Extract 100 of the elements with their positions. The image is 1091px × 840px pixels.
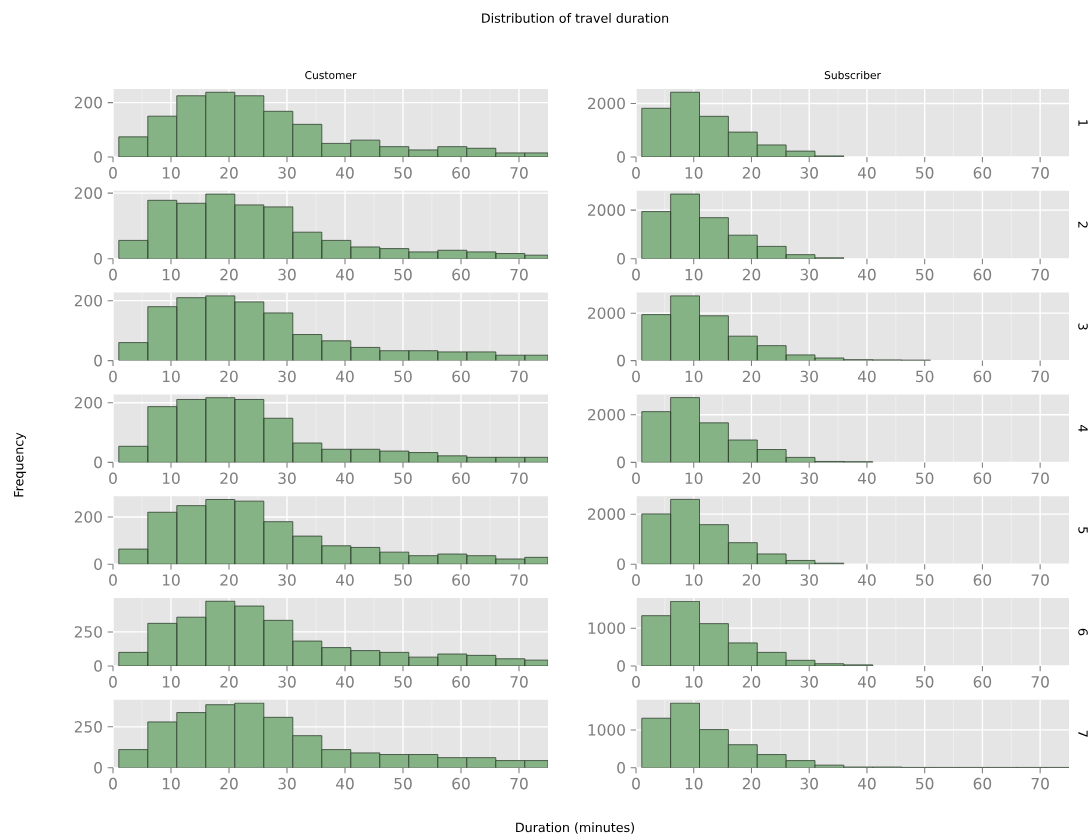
x-tick-label: 20 <box>220 268 238 281</box>
x-tick-label: 60 <box>973 268 992 281</box>
x-tick-label: 0 <box>109 268 117 281</box>
x-tick-label: 40 <box>857 167 876 179</box>
x-tick-label: 20 <box>742 777 761 790</box>
x-tick-label: 10 <box>685 574 703 586</box>
x-tick-label: 50 <box>394 268 412 281</box>
x-tick-label: 50 <box>916 777 934 790</box>
x-tick-label: 30 <box>278 777 296 790</box>
x-tick-label: 20 <box>220 370 238 383</box>
x-tick-label: 60 <box>973 777 992 790</box>
y-tick-label: 250 <box>74 626 102 638</box>
x-axis-title: Duration (minutes) <box>516 822 635 834</box>
x-tick-label: 40 <box>857 574 876 586</box>
x-tick-label: 70 <box>1031 370 1049 383</box>
x-tick-label: 70 <box>1031 777 1049 790</box>
chart-title: Customer <box>305 71 357 80</box>
x-tick-label: 10 <box>162 370 180 383</box>
x-tick-label: 20 <box>742 574 761 586</box>
x-tick-label: 60 <box>973 472 992 485</box>
x-tick-label: 60 <box>452 370 470 383</box>
y2-axis-title: 5 <box>1078 527 1088 534</box>
x-tick-label: 10 <box>162 472 180 485</box>
x-tick-label: 50 <box>916 676 934 688</box>
x-tick-label: 0 <box>109 777 117 790</box>
x-tick-label: 20 <box>220 777 238 790</box>
y2-axis-title: 4 <box>1078 425 1088 432</box>
x-tick-label: 0 <box>632 472 640 485</box>
y-tick-label: 0 <box>617 253 625 265</box>
y-tick-label: 1000 <box>588 622 625 634</box>
x-tick-label: 20 <box>220 676 238 688</box>
x-tick-label: 10 <box>685 777 703 790</box>
y-axis-title: Frequency <box>14 432 26 497</box>
x-tick-label: 40 <box>336 676 354 688</box>
x-tick-label: 20 <box>742 370 761 383</box>
x-tick-label: 70 <box>1031 676 1049 688</box>
x-tick-label: 40 <box>857 777 876 790</box>
x-tick-label: 0 <box>632 167 640 179</box>
x-tick-label: 30 <box>278 676 296 688</box>
x-tick-label: 10 <box>162 777 180 790</box>
x-tick-label: 10 <box>162 574 180 586</box>
x-tick-label: 70 <box>510 777 528 790</box>
x-tick-label: 70 <box>1031 268 1049 281</box>
x-tick-label: 30 <box>278 574 296 586</box>
x-tick-label: 30 <box>800 777 818 790</box>
x-tick-label: 0 <box>109 676 117 688</box>
x-tick-label: 30 <box>800 574 818 586</box>
x-tick-label: 50 <box>394 574 412 586</box>
x-tick-label: 20 <box>220 167 238 179</box>
y2-axis-title: 3 <box>1078 323 1088 330</box>
x-tick-label: 60 <box>973 167 992 179</box>
y-tick-label: 200 <box>74 294 102 307</box>
y-tick-label: 200 <box>74 396 102 409</box>
y-tick-label: 1000 <box>588 724 625 736</box>
y-tick-label: 0 <box>617 151 625 163</box>
x-tick-label: 20 <box>220 472 238 485</box>
x-tick-label: 70 <box>510 676 528 688</box>
x-tick-label: 50 <box>394 676 412 688</box>
x-tick-label: 30 <box>800 370 818 383</box>
x-tick-label: 40 <box>336 370 354 383</box>
x-tick-label: 10 <box>685 472 703 485</box>
x-tick-label: 30 <box>278 370 296 383</box>
x-tick-label: 70 <box>510 574 528 586</box>
x-tick-label: 40 <box>336 777 354 790</box>
y-tick-label: 2000 <box>588 508 625 520</box>
y-tick-label: 250 <box>74 721 102 733</box>
y-tick-label: 0 <box>94 456 102 469</box>
y-tick-label: 0 <box>94 660 102 672</box>
x-tick-label: 30 <box>800 676 818 688</box>
x-tick-label: 10 <box>685 268 703 281</box>
x-tick-label: 0 <box>632 777 640 790</box>
x-tick-label: 60 <box>452 777 470 790</box>
x-tick-label: 40 <box>336 268 354 281</box>
x-tick-label: 60 <box>452 472 470 485</box>
x-tick-label: 0 <box>632 268 640 281</box>
x-tick-label: 70 <box>1031 574 1049 586</box>
x-tick-label: 50 <box>916 574 934 586</box>
x-tick-label: 70 <box>510 167 528 179</box>
x-tick-label: 0 <box>109 574 117 586</box>
x-tick-label: 60 <box>452 574 470 586</box>
x-tick-label: 60 <box>973 676 992 688</box>
x-tick-label: 0 <box>109 167 117 179</box>
y-tick-label: 0 <box>94 762 102 774</box>
x-tick-label: 0 <box>632 676 640 688</box>
x-tick-label: 20 <box>220 574 238 586</box>
chart-title: Subscriber <box>824 70 881 80</box>
y2-axis-title: 1 <box>1078 120 1088 126</box>
x-tick-label: 30 <box>800 472 818 485</box>
x-tick-label: 30 <box>278 472 296 485</box>
x-tick-label: 50 <box>916 472 934 485</box>
y-tick-label: 0 <box>617 660 625 672</box>
y-tick-label: 2000 <box>588 204 625 216</box>
x-tick-label: 60 <box>973 370 992 383</box>
x-tick-label: 50 <box>916 167 934 179</box>
x-tick-label: 10 <box>685 676 703 688</box>
y2-axis-title: 7 <box>1078 730 1088 737</box>
x-tick-label: 30 <box>800 167 818 179</box>
x-tick-label: 30 <box>278 167 296 179</box>
x-tick-label: 70 <box>1031 167 1049 179</box>
x-tick-label: 0 <box>109 472 117 485</box>
